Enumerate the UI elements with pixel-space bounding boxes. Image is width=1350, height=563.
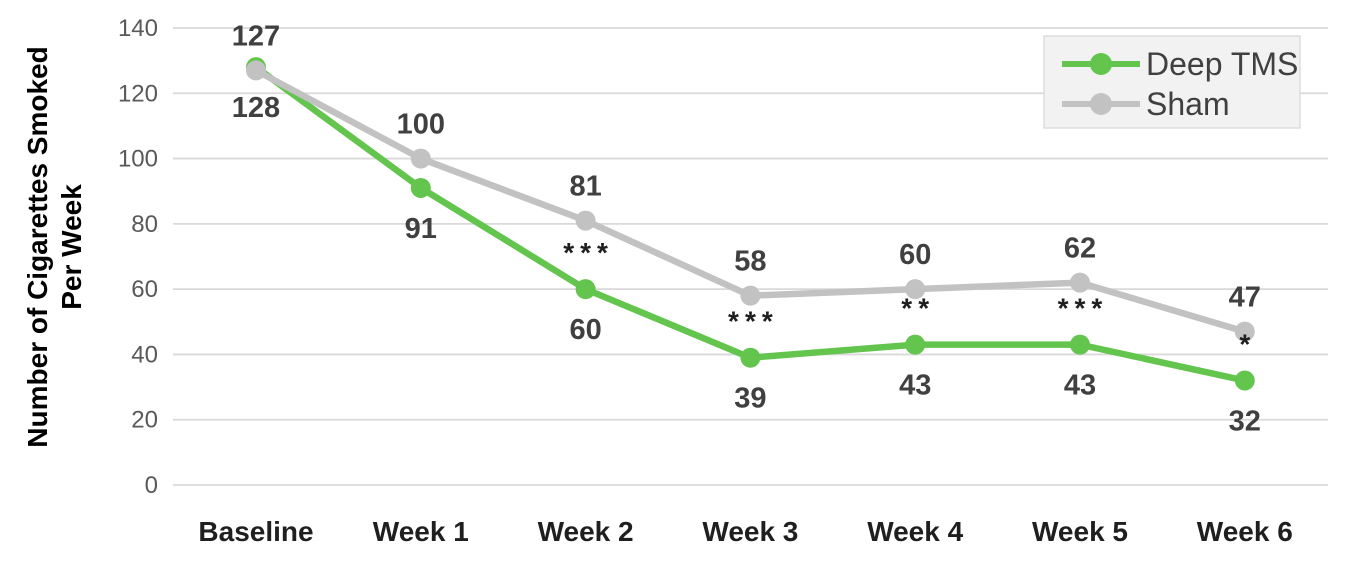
- data-point-marker-sham: [905, 279, 926, 300]
- legend-box: [1043, 35, 1301, 129]
- data-label: 81: [569, 171, 601, 203]
- significance-marker: *: [1239, 329, 1256, 360]
- data-label: 47: [1229, 282, 1261, 314]
- data-point-marker-sham: [246, 60, 266, 81]
- y-tick-label: 120: [118, 80, 158, 107]
- y-tick-label: 60: [131, 276, 158, 303]
- legend-marker-sham-icon: [1090, 93, 1112, 115]
- y-tick-label: 20: [131, 407, 158, 434]
- y-tick-label: 40: [131, 341, 158, 368]
- data-label: 60: [569, 314, 601, 346]
- data-label: 32: [1229, 406, 1261, 438]
- y-tick-label: 80: [131, 211, 158, 238]
- data-point-marker-deep-tms: [410, 177, 431, 198]
- legend-label-deep-tms: Deep TMS: [1146, 46, 1298, 82]
- x-axis-label: Week 3: [702, 516, 798, 547]
- x-axis-label: Week 4: [867, 516, 963, 547]
- data-label: 43: [899, 370, 931, 402]
- data-label: 43: [1064, 370, 1096, 402]
- data-point-marker-sham: [1070, 272, 1090, 293]
- data-point-marker-deep-tms: [1234, 370, 1255, 391]
- legend-marker-deep-tms-icon: [1090, 53, 1112, 75]
- data-label: 128: [232, 92, 280, 124]
- x-axis-label: Week 2: [538, 516, 634, 547]
- data-point-marker-sham: [1234, 321, 1255, 342]
- data-label: 62: [1064, 233, 1096, 265]
- x-axis-label: Week 5: [1032, 516, 1128, 547]
- data-point-marker-deep-tms: [740, 347, 761, 368]
- x-axis-label: Baseline: [198, 516, 313, 547]
- y-tick-label: 140: [118, 15, 158, 42]
- x-axis-label: Week 1: [373, 516, 469, 547]
- data-point-marker-deep-tms: [1070, 334, 1090, 355]
- legend-label-sham: Sham: [1146, 86, 1230, 122]
- plot-layer: 0 20 40 60 80 100 120 140 Baseline Week 1 Week 2 We…: [118, 15, 1328, 547]
- data-point-marker-deep-tms: [575, 279, 596, 300]
- data-label: 100: [397, 109, 445, 141]
- data-label: 39: [734, 383, 766, 415]
- y-axis-title-line-2: Per Week: [56, 184, 87, 310]
- significance-marker: **: [901, 293, 935, 324]
- data-point-marker-deep-tms: [905, 334, 926, 355]
- x-axis-label: Week 6: [1197, 516, 1293, 547]
- data-label: 127: [232, 20, 280, 52]
- data-label: 60: [899, 239, 931, 271]
- data-point-marker-sham: [410, 148, 431, 169]
- significance-marker: ***: [728, 306, 779, 337]
- significance-marker: ***: [563, 237, 614, 268]
- y-tick-label: 0: [145, 472, 158, 499]
- data-label: 91: [405, 213, 437, 245]
- data-point-marker-sham: [740, 285, 761, 306]
- data-label: 58: [734, 246, 766, 278]
- y-axis-title-line-1: Number of Cigarettes Smoked: [22, 46, 53, 447]
- legend: Deep TMS Sham: [1043, 35, 1301, 129]
- y-tick-label: 100: [118, 146, 158, 173]
- legend-item-deep-tms: Deep TMS: [1062, 46, 1298, 82]
- data-point-marker-sham: [575, 210, 596, 231]
- legend-item-sham: Sham: [1062, 86, 1230, 122]
- significance-marker: ***: [1058, 293, 1109, 324]
